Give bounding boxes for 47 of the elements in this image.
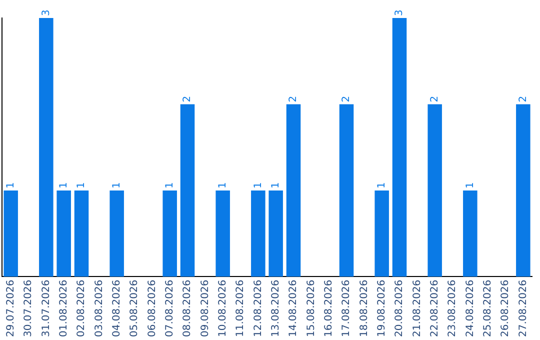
x-tick-label: 04.08.2026	[111, 280, 122, 338]
data-label: 1	[76, 182, 88, 188]
x-tick-label: 30.07.2026	[23, 280, 34, 338]
data-label: 2	[288, 96, 300, 102]
x-tick-label: 02.08.2026	[76, 280, 88, 338]
x-tick-label: 01.08.2026	[58, 280, 70, 338]
data-label: 2	[429, 96, 440, 102]
x-tick-label: 06.08.2026	[146, 280, 158, 338]
x-tick-label: 25.08.2026	[482, 280, 494, 338]
x-tick-label: 05.08.2026	[129, 280, 140, 338]
data-label: 1	[270, 182, 282, 188]
data-label: 2	[341, 96, 352, 102]
x-tick-label: 14.08.2026	[288, 280, 300, 338]
x-tick-label: 10.08.2026	[217, 280, 228, 338]
x-tick-label: 29.07.2026	[5, 280, 16, 338]
data-label: 1	[464, 182, 476, 188]
x-tick-label: 20.08.2026	[394, 280, 406, 338]
x-tick-label: 16.08.2026	[323, 280, 334, 338]
x-tick-label: 12.08.2026	[252, 280, 264, 338]
x-tick-label: 26.08.2026	[500, 280, 512, 338]
data-label: 1	[376, 182, 388, 188]
x-tick-label: 31.07.2026	[40, 280, 52, 338]
x-tick-label: 17.08.2026	[341, 280, 352, 338]
data-label: 2	[182, 96, 194, 102]
data-label: 3	[394, 10, 406, 16]
x-tick-label: 21.08.2026	[412, 280, 423, 338]
data-label: 1	[252, 182, 264, 188]
x-tick-label: 07.08.2026	[164, 280, 176, 338]
x-tick-label: 19.08.2026	[376, 280, 388, 338]
x-tick-label: 24.08.2026	[464, 280, 476, 338]
x-tick-label: 23.08.2026	[447, 280, 458, 338]
x-tick-label: 15.08.2026	[306, 280, 317, 338]
x-tick-label: 09.08.2026	[200, 280, 211, 338]
x-tick-label: 13.08.2026	[270, 280, 282, 338]
x-tick-label: 27.08.2026	[518, 280, 529, 338]
x-tick-label: 22.08.2026	[429, 280, 440, 338]
data-label: 1	[164, 182, 176, 188]
x-tick-label: 11.08.2026	[235, 280, 246, 338]
data-label: 1	[58, 182, 70, 188]
data-label: 2	[518, 96, 529, 102]
x-tick-label: 03.08.2026	[94, 280, 105, 338]
data-label: 1	[5, 182, 16, 188]
data-label: 1	[111, 182, 122, 188]
x-tick-label: 18.08.2026	[358, 280, 370, 338]
data-label: 3	[40, 10, 52, 16]
x-tick-label: 08.08.2026	[182, 280, 194, 338]
data-label: 1	[217, 182, 228, 188]
